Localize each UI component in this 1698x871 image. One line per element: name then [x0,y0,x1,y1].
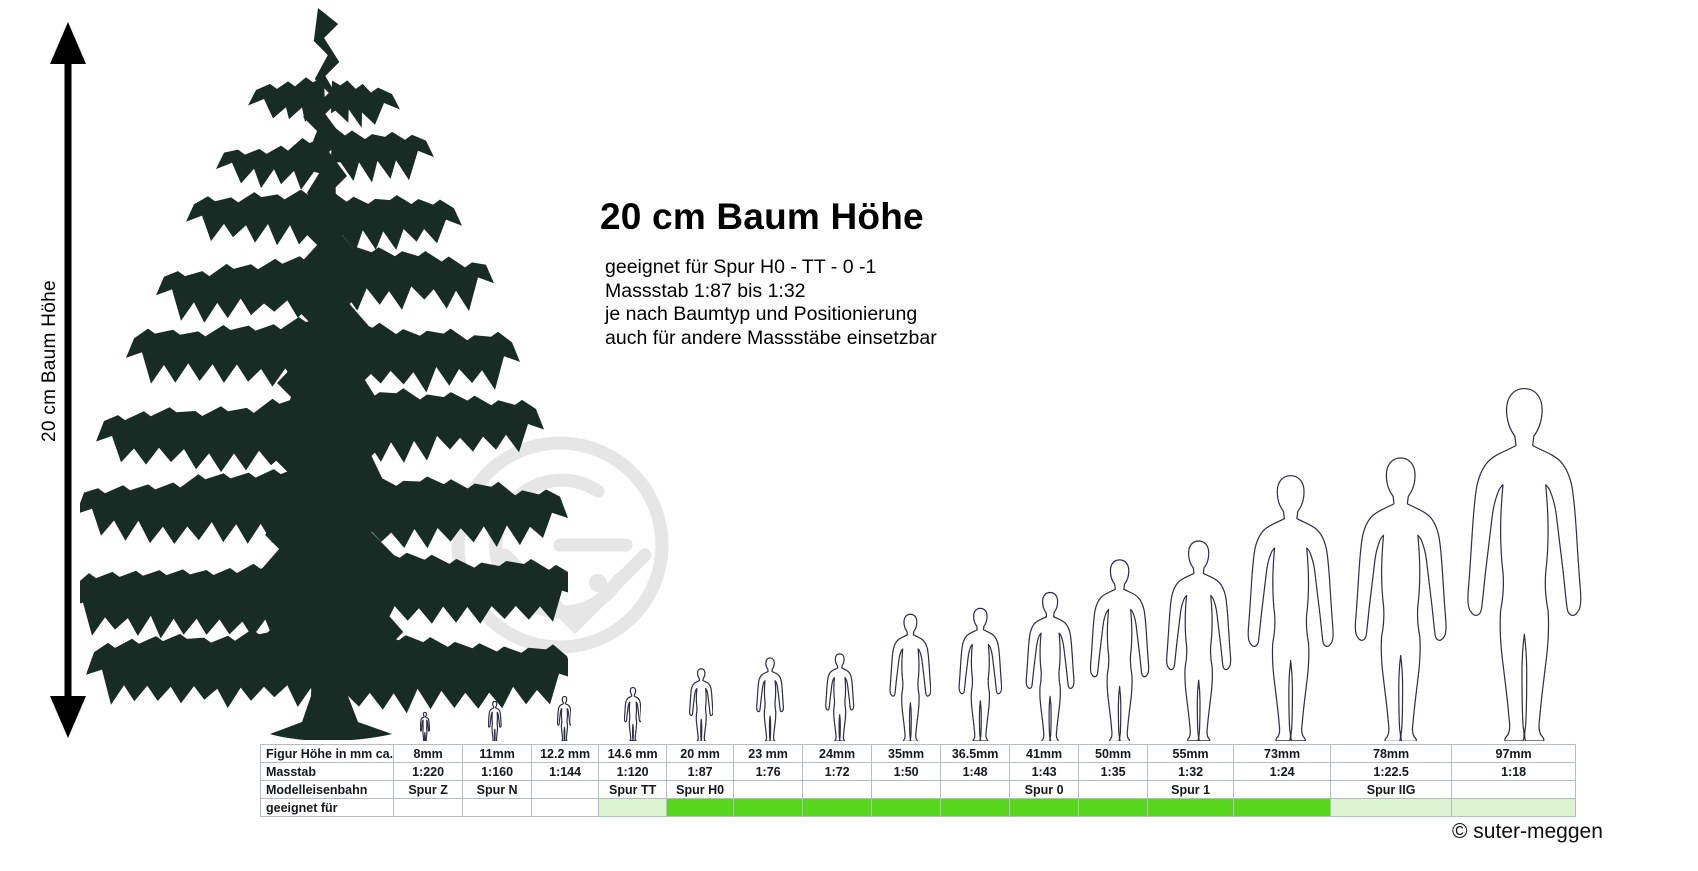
table-cell: 12.2 mm [532,745,600,763]
human-figure-36.5mm [958,607,1002,741]
info-line: geeignet für Spur H0 - TT - 0 -1 [605,256,877,278]
suitability-cell [1234,799,1332,817]
table-cell: 1:18 [1452,763,1577,781]
suitability-cell [1452,799,1577,817]
human-figure-55mm [1165,540,1232,741]
table-cell: Spur 1 [1148,781,1235,799]
human-figure-35mm [889,613,931,741]
table-cell: 8mm [394,745,464,763]
suitability-cell [941,799,1011,817]
table-cell: 1:220 [394,763,464,781]
tree-silhouette [80,8,568,740]
suitability-cell [667,799,735,817]
table-row: geeignet für [261,799,1577,817]
table-cell: 1:72 [803,763,873,781]
table-cell: 1:160 [463,763,533,781]
table-cell: 1:43 [1010,763,1080,781]
table-cell [803,781,873,799]
row-label: Figur Höhe in mm ca. [261,745,395,763]
info-line: je nach Baumtyp und Positionierung [605,303,918,325]
row-label: Modelleisenbahn [261,781,395,799]
table-cell: 23 mm [734,745,804,763]
suitability-cell [1010,799,1080,817]
table-cell: 1:24 [1234,763,1332,781]
suitability-cell [1331,799,1453,817]
arrow-up-icon [50,22,86,64]
table-cell: Spur Z [394,781,464,799]
row-label: geeignet für [261,799,395,817]
height-arrow [50,22,86,738]
human-figure-78mm [1354,457,1448,741]
table-cell: Spur N [463,781,533,799]
table-cell: 1:22.5 [1331,763,1453,781]
table-cell: 11mm [463,745,533,763]
info-line: Massstab 1:87 bis 1:32 [605,279,806,302]
table-cell: 1:48 [941,763,1011,781]
table-cell [1452,781,1577,799]
table-cell: Spur 0 [1010,781,1080,799]
table-cell: Spur TT [599,781,668,799]
suitability-cell [394,799,464,817]
table-cell: 24mm [803,745,873,763]
suitability-cell [734,799,804,817]
arrow-down-icon [50,696,86,738]
table-cell: 20 mm [667,745,735,763]
human-figure-8mm [420,711,430,741]
human-figure-97mm [1467,387,1582,741]
table-cell: 41mm [1010,745,1080,763]
suitability-cell [803,799,873,817]
table-cell: Spur H0 [667,781,735,799]
info-block: 20 cm Baum Höhe geeignet für Spur H0 - T… [600,196,937,350]
table-cell: 55mm [1148,745,1235,763]
table-cell: 1:120 [599,763,668,781]
suitability-cell [532,799,600,817]
suitability-cell [1079,799,1149,817]
table-cell: 1:35 [1079,763,1149,781]
table-row: Modelleisenbahn Spur Z Spur N Spur TT Spur H… [261,781,1577,799]
table-cell [532,781,600,799]
human-figure-24mm [825,653,855,741]
table-cell: 1:32 [1148,763,1235,781]
table-cell: 1:76 [734,763,804,781]
table-cell: 50mm [1079,745,1149,763]
table-row: Figur Höhe in mm ca. 8mm 11mm 12.2 mm 14.6 m… [261,745,1577,763]
table-cell: 1:87 [667,763,735,781]
human-figure-41mm [1025,591,1075,741]
suitability-cell [463,799,533,817]
table-cell [872,781,942,799]
page-title: 20 cm Baum Höhe [600,196,924,237]
table-cell [1234,781,1332,799]
table-cell: 36.5mm [941,745,1011,763]
table-cell: 1:144 [532,763,600,781]
human-figure-50mm [1090,558,1150,741]
table-row: Masstab 1:220 1:160 1:144 1:120 1:87 1:76 1:72 1… [261,763,1577,781]
human-figure-12.2mm [556,696,572,741]
human-figure-73mm [1247,475,1335,741]
table-cell [941,781,1011,799]
table-cell: 73mm [1234,745,1332,763]
table-cell [734,781,804,799]
table-cell: 1:50 [872,763,942,781]
table-cell: 35mm [872,745,942,763]
human-figure-11mm [488,700,502,741]
suitability-cell [1148,799,1235,817]
table-cell: Spur IIG [1331,781,1453,799]
scale-table: Figur Höhe in mm ca. 8mm 11mm 12.2 mm 14.6 m… [260,744,1577,817]
table-cell: 14.6 mm [599,745,668,763]
table-cell: 97mm [1452,745,1577,763]
row-label: Masstab [261,763,395,781]
table-cell [1079,781,1149,799]
suitability-cell [872,799,942,817]
table-cell: 78mm [1331,745,1453,763]
info-lines: geeignet für Spur H0 - TT - 0 -1 Masssta… [600,256,937,350]
suitability-cell [599,799,668,817]
human-figure-14.6mm [623,687,642,741]
human-figure-20mm [688,667,714,741]
human-figure-23mm [755,656,784,741]
copyright-text: © suter-meggen [1452,820,1603,843]
info-line: auch für andere Massstäbe einsetzbar [605,326,937,349]
